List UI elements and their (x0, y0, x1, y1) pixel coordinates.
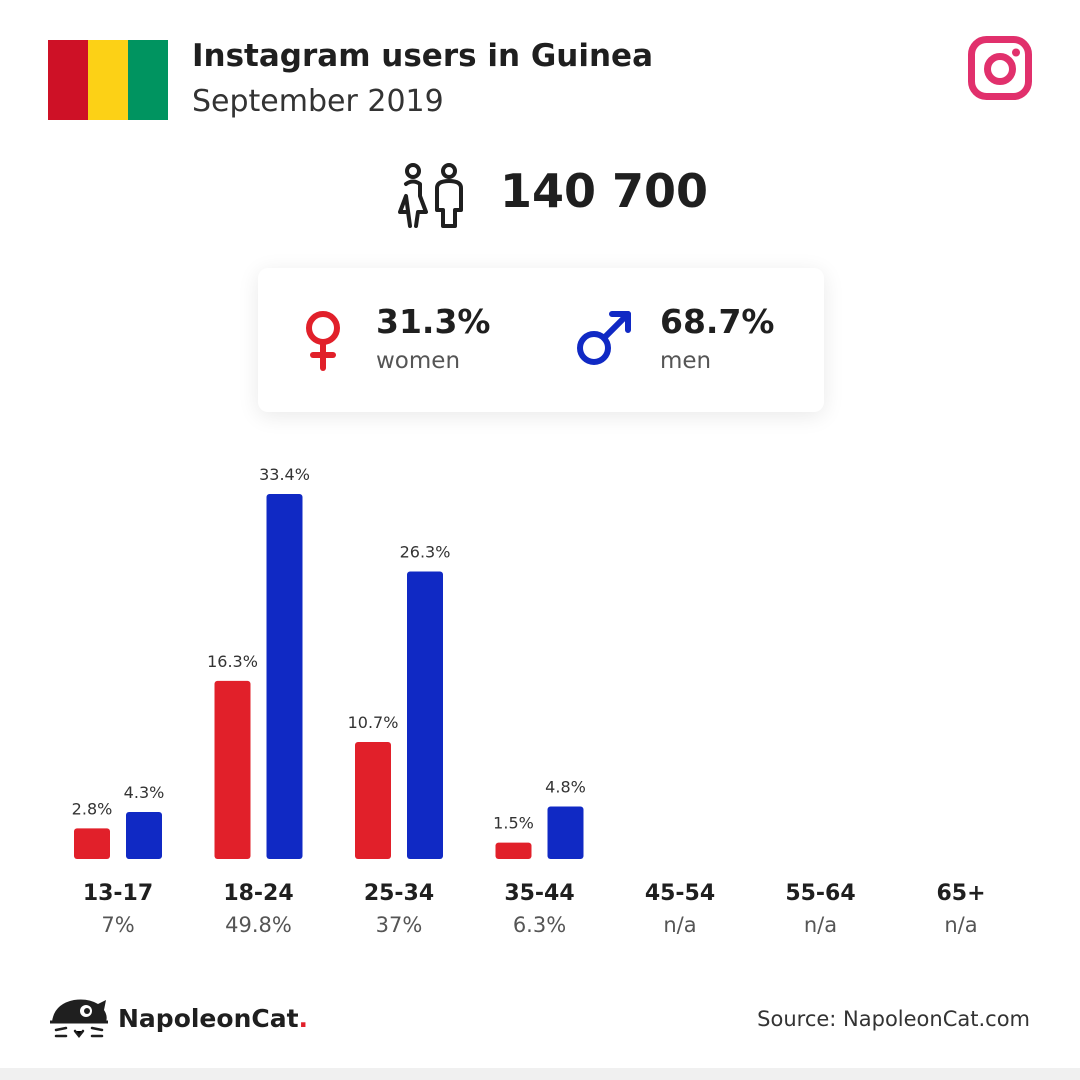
flag-stripe-yellow (88, 40, 128, 120)
women-label: women (376, 348, 461, 374)
age-group-total-18-24: 49.8% (225, 913, 292, 937)
age-group-label-18-24: 18-24 (223, 881, 293, 906)
age-group-total-65+: n/a (944, 913, 977, 937)
men-data-label-13-17: 4.3% (124, 783, 165, 802)
age-group-label-45-54: 45-54 (645, 881, 715, 906)
male-icon (577, 311, 631, 365)
female-icon (306, 311, 340, 371)
men-bar-13-17 (126, 812, 162, 859)
total-users-value: 140 700 (500, 164, 709, 218)
country-flag (48, 40, 168, 120)
women-bar-13-17 (74, 828, 110, 859)
men-data-label-18-24: 33.4% (259, 465, 310, 484)
source-text: Source: NapoleonCat.com (757, 1007, 1030, 1031)
women-bar-35-44 (495, 842, 532, 859)
page-title: Instagram users in Guinea (192, 38, 654, 74)
women-data-label-35-44: 1.5% (493, 814, 534, 833)
women-bar-18-24 (214, 680, 251, 859)
age-group-total-35-44: 6.3% (513, 913, 566, 937)
flag-stripe-green (128, 40, 168, 120)
age-group-label-25-34: 25-34 (364, 881, 434, 906)
gender-breakdown-card: 31.3% women 68.7% men (258, 268, 824, 412)
age-gender-bar-chart: 2.8% 4.3% 13-17 7% 16.3% 33.4% 18-24 49.8% 10.7%… (72, 465, 986, 937)
women-data-label-18-24: 16.3% (207, 652, 258, 671)
women-percentage: 31.3% (376, 302, 491, 341)
age-group-label-35-44: 35-44 (504, 881, 574, 906)
instagram-icon (968, 36, 1032, 100)
men-bar-18-24 (266, 493, 303, 859)
men-bar-35-44 (547, 806, 584, 859)
age-group-total-55-64: n/a (804, 913, 837, 937)
men-bar-25-34 (407, 571, 443, 859)
women-data-label-25-34: 10.7% (348, 713, 399, 732)
napoleoncat-logo-icon (50, 999, 108, 1039)
bottom-strip (0, 1068, 1080, 1080)
men-label: men (660, 348, 712, 374)
age-group-label-13-17: 13-17 (83, 881, 153, 906)
age-group-label-55-64: 55-64 (785, 881, 855, 906)
brand-name: NapoleonCat. (118, 1004, 309, 1033)
users-icon (398, 163, 463, 228)
age-group-total-13-17: 7% (101, 913, 134, 937)
age-group-total-25-34: 37% (376, 913, 423, 937)
women-bar-25-34 (355, 742, 391, 859)
men-data-label-25-34: 26.3% (400, 543, 451, 562)
age-group-total-45-54: n/a (663, 913, 696, 937)
men-data-label-35-44: 4.8% (545, 778, 586, 797)
women-data-label-13-17: 2.8% (72, 799, 113, 818)
flag-stripe-red (48, 40, 88, 120)
men-percentage: 68.7% (660, 302, 775, 341)
page-subtitle: September 2019 (192, 84, 444, 119)
age-group-label-65+: 65+ (936, 881, 985, 906)
